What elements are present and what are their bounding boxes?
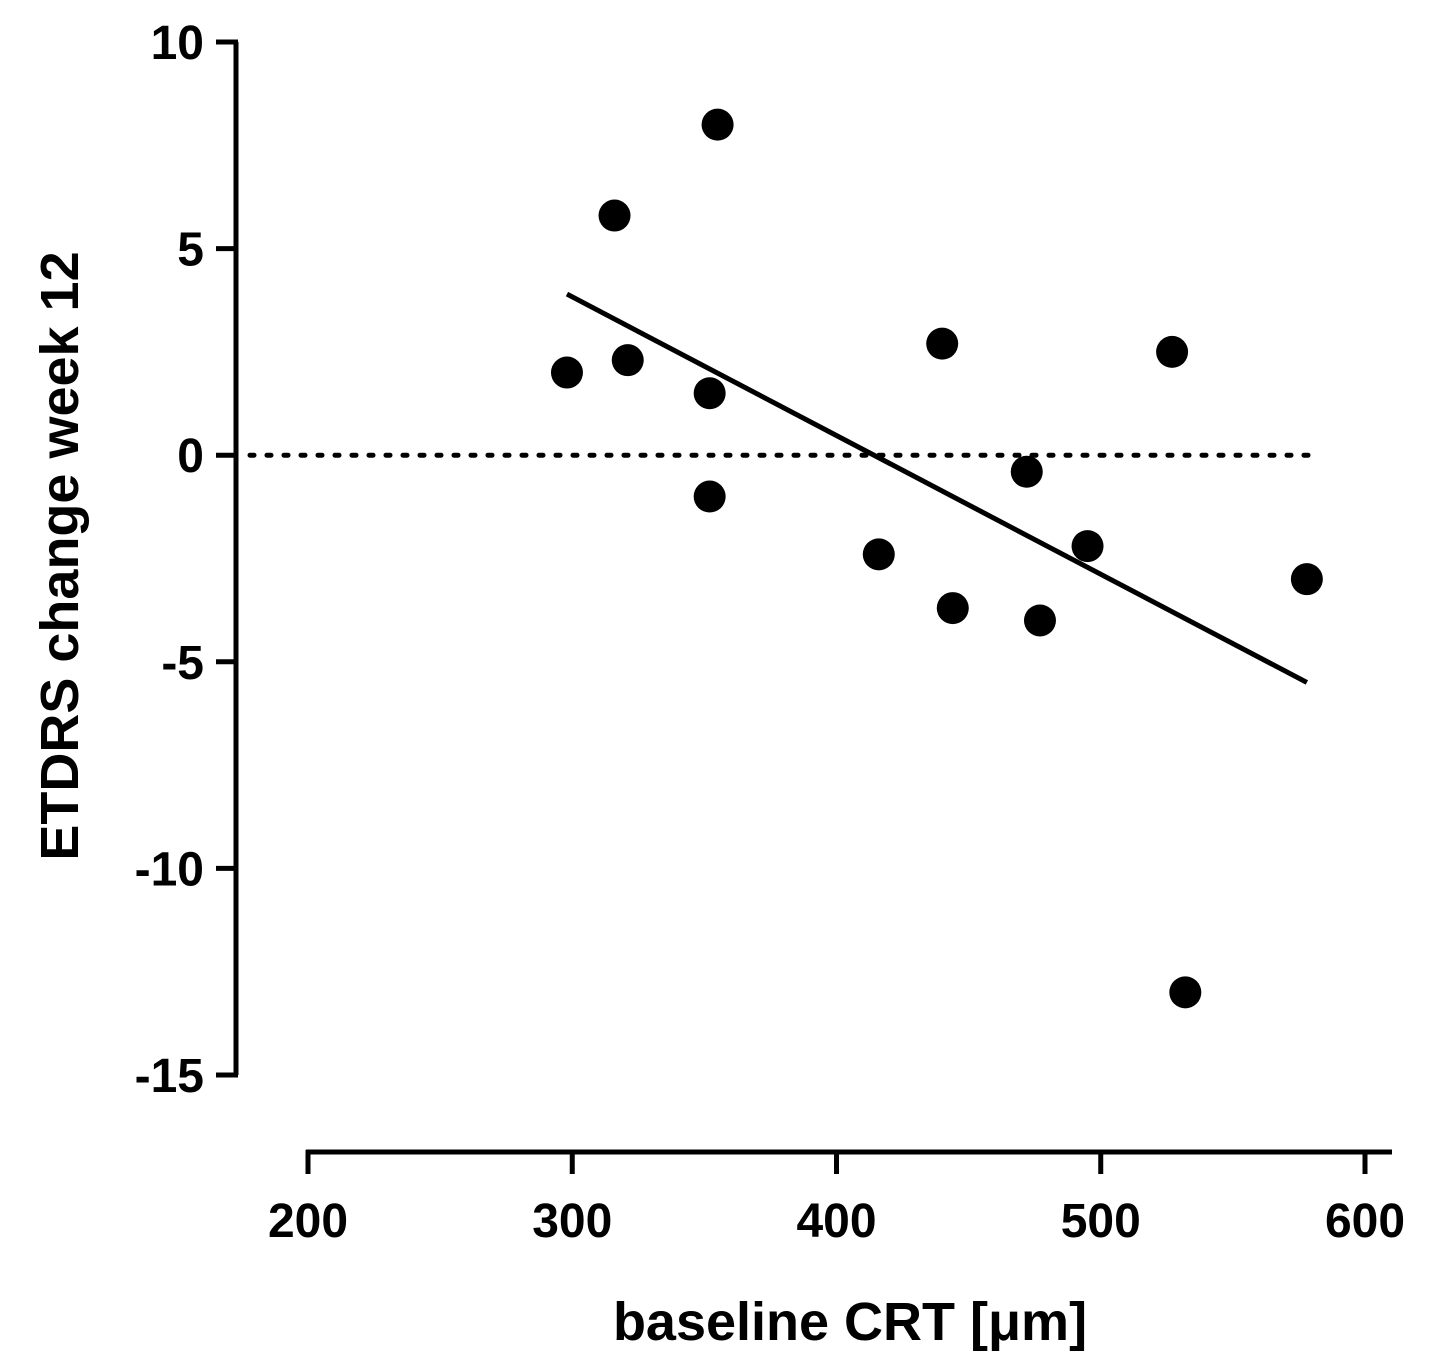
- y-tick-label: -15: [135, 1050, 204, 1103]
- y-tick-label: -10: [135, 843, 204, 896]
- data-point: [611, 344, 644, 377]
- x-tick-label: 400: [796, 1195, 876, 1248]
- x-tick-label: 500: [1061, 1195, 1141, 1248]
- data-point: [693, 480, 726, 513]
- data-point: [598, 199, 631, 232]
- data-point: [862, 538, 895, 571]
- data-point: [936, 592, 969, 625]
- regression-line-segment: [565, 291, 1309, 685]
- data-point: [1071, 530, 1104, 563]
- y-tick-label: 0: [177, 430, 204, 483]
- y-tick-label: 10: [151, 17, 204, 70]
- x-tick-label: 600: [1325, 1195, 1405, 1248]
- data-points: [550, 108, 1323, 1009]
- data-point: [1290, 563, 1323, 596]
- data-point: [1010, 455, 1043, 488]
- data-point: [1156, 335, 1189, 368]
- y-tick-label: 5: [177, 224, 204, 277]
- data-point: [693, 377, 726, 410]
- data-point: [1023, 604, 1056, 637]
- data-point: [550, 356, 583, 389]
- regression-line: [565, 291, 1309, 685]
- x-tick-label: 200: [268, 1195, 348, 1248]
- y-axis-title: ETDRS change week 12: [30, 251, 90, 860]
- data-point: [1169, 976, 1202, 1009]
- x-tick-label: 300: [532, 1195, 612, 1248]
- y-tick-label: -5: [161, 637, 204, 690]
- x-axis: 200 300 400 500 600: [268, 1149, 1405, 1248]
- y-axis: 10 5 0 -5 -10 -15: [135, 17, 239, 1103]
- data-point: [926, 327, 959, 360]
- data-point: [701, 108, 734, 141]
- x-axis-title: baseline CRT [μm]: [613, 1292, 1087, 1352]
